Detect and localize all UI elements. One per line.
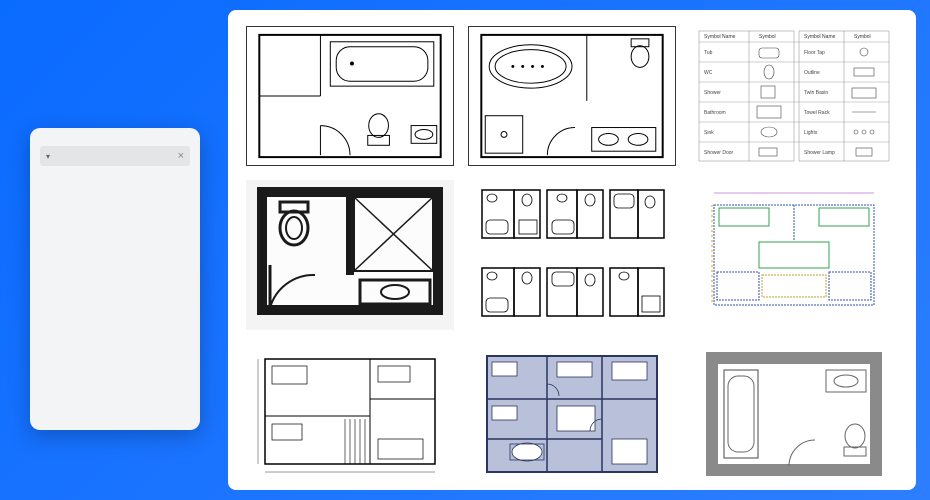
plan-tile-4[interactable]: [246, 180, 454, 330]
library-section-bathroom[interactable]: ▾ ×: [40, 146, 190, 166]
svg-text:Sink: Sink: [704, 130, 714, 136]
svg-text:Tub: Tub: [704, 50, 713, 56]
plan-tile-2[interactable]: [468, 26, 676, 166]
close-icon[interactable]: ×: [178, 150, 184, 162]
template-canvas: Symbol Name Symbol Symbol Name Symbol Tu…: [228, 10, 916, 490]
svg-text:Symbol: Symbol: [759, 34, 776, 40]
collapse-icon: ▾: [46, 152, 50, 161]
plan-tile-1[interactable]: [246, 26, 454, 166]
svg-text:Symbol: Symbol: [854, 34, 871, 40]
plan-tile-8[interactable]: [468, 344, 676, 484]
svg-text:Shower: Shower: [704, 90, 721, 96]
svg-text:Towel Rack: Towel Rack: [804, 110, 830, 116]
svg-text:Floor Tap: Floor Tap: [804, 50, 825, 56]
plan-tile-5[interactable]: [468, 180, 676, 330]
svg-text:Bathroom: Bathroom: [704, 110, 726, 116]
svg-text:Shower Lamp: Shower Lamp: [804, 150, 835, 156]
plan-tile-3[interactable]: Symbol Name Symbol Symbol Name Symbol Tu…: [690, 26, 898, 166]
plan-tile-7[interactable]: [246, 344, 454, 484]
symbol-library-panel: ▾ ×: [30, 128, 200, 430]
svg-text:Twin Basin: Twin Basin: [804, 90, 828, 96]
svg-text:Lights: Lights: [804, 130, 818, 136]
plan-tile-9[interactable]: [690, 344, 898, 484]
table-header: Symbol Name: [704, 34, 736, 40]
svg-text:Outline: Outline: [804, 70, 820, 76]
svg-text:Symbol Name: Symbol Name: [804, 34, 836, 40]
plan-tile-6[interactable]: [690, 180, 898, 330]
svg-text:Shower Door: Shower Door: [704, 150, 734, 156]
svg-text:WC: WC: [704, 70, 713, 76]
